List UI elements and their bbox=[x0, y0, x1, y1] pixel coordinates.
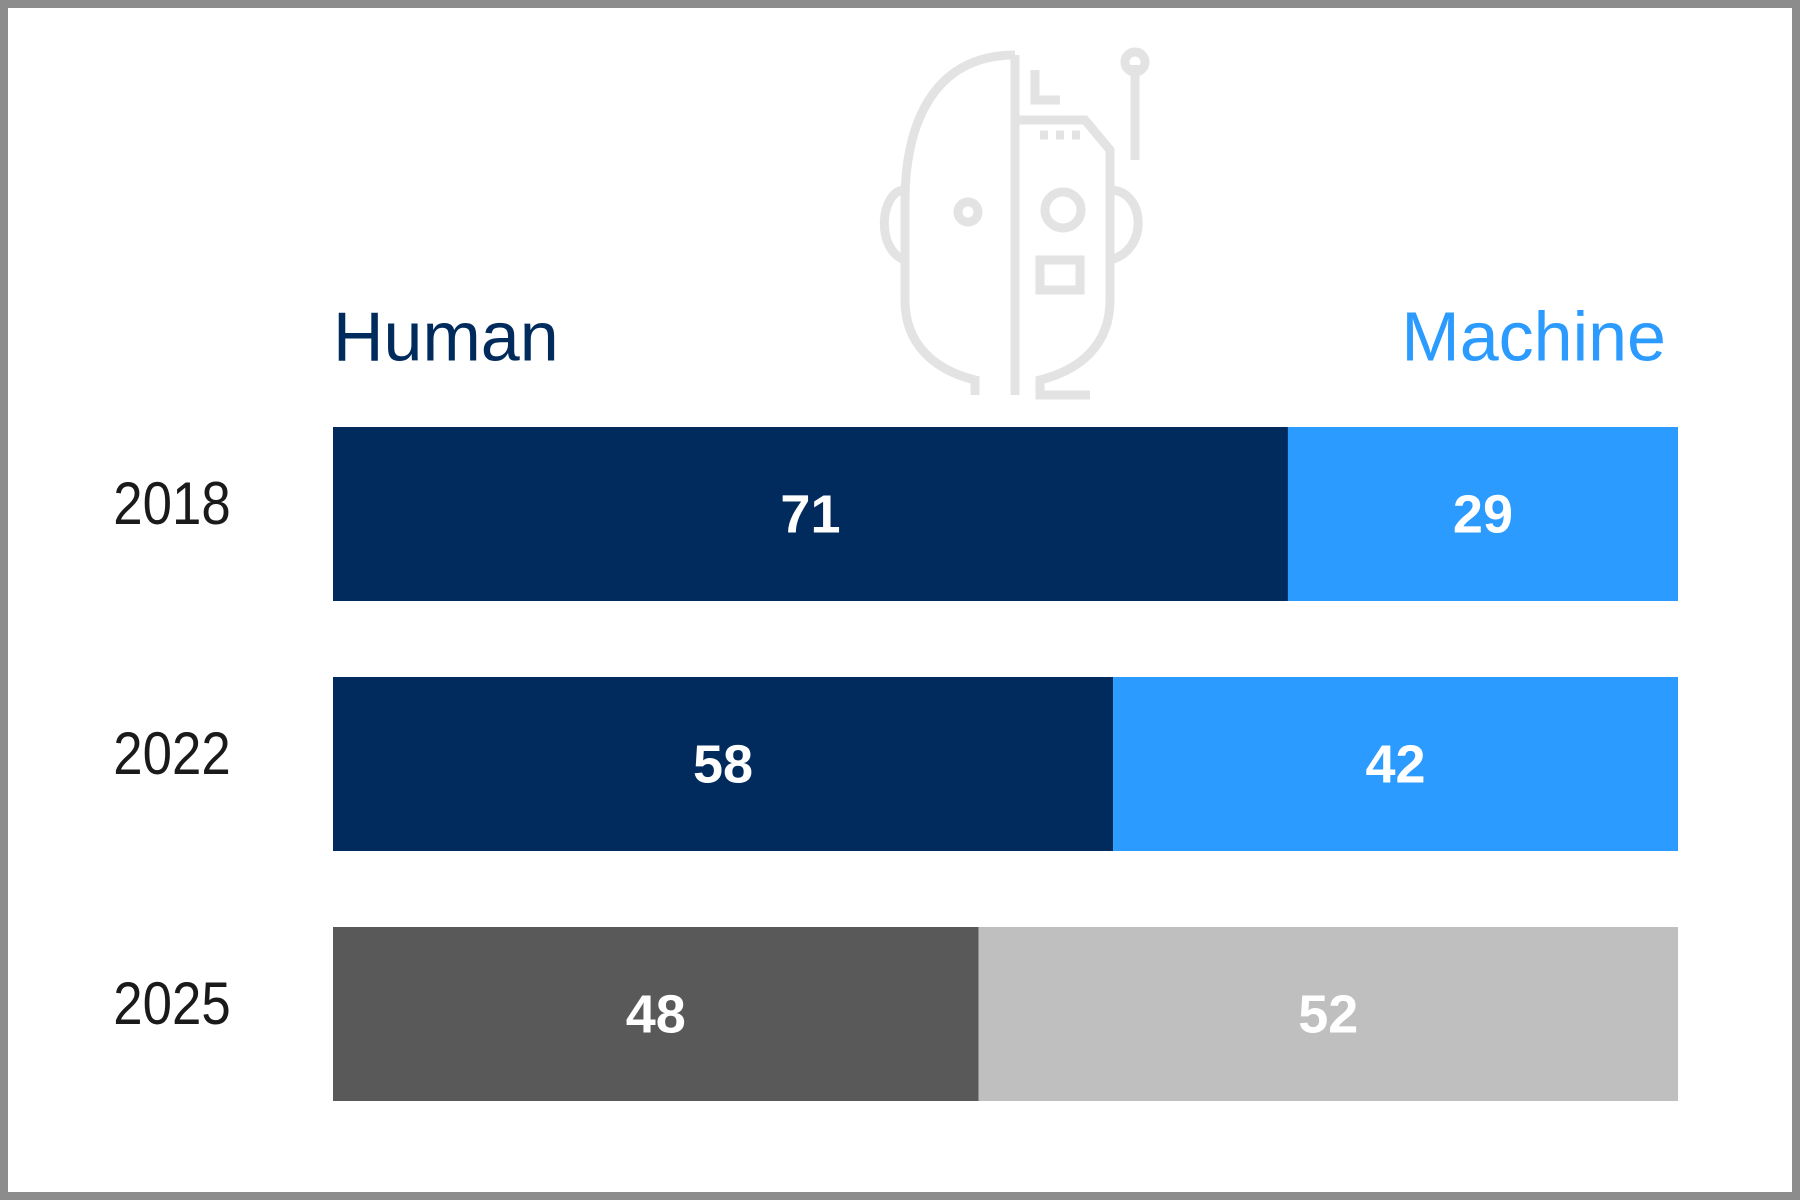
value-label: 71 bbox=[780, 484, 840, 544]
y-tick-label: 2018 bbox=[113, 470, 230, 537]
robot-icon bbox=[879, 47, 1150, 400]
bar-segment bbox=[333, 927, 979, 1101]
value-label: 48 bbox=[626, 984, 686, 1044]
bar-segment bbox=[333, 427, 1288, 601]
legend-label: Human bbox=[333, 297, 559, 375]
value-label: 42 bbox=[1366, 734, 1426, 794]
legend-label: Machine bbox=[1401, 297, 1666, 375]
value-label: 52 bbox=[1298, 984, 1358, 1044]
value-label: 29 bbox=[1453, 484, 1513, 544]
bar-segment bbox=[1287, 427, 1678, 601]
bar-segment bbox=[333, 677, 1114, 851]
bar-segment bbox=[978, 927, 1678, 1101]
y-tick-label: 2022 bbox=[113, 720, 230, 787]
bar-segment bbox=[1113, 677, 1678, 851]
value-label: 58 bbox=[693, 734, 753, 794]
y-tick-label: 2025 bbox=[113, 970, 230, 1037]
